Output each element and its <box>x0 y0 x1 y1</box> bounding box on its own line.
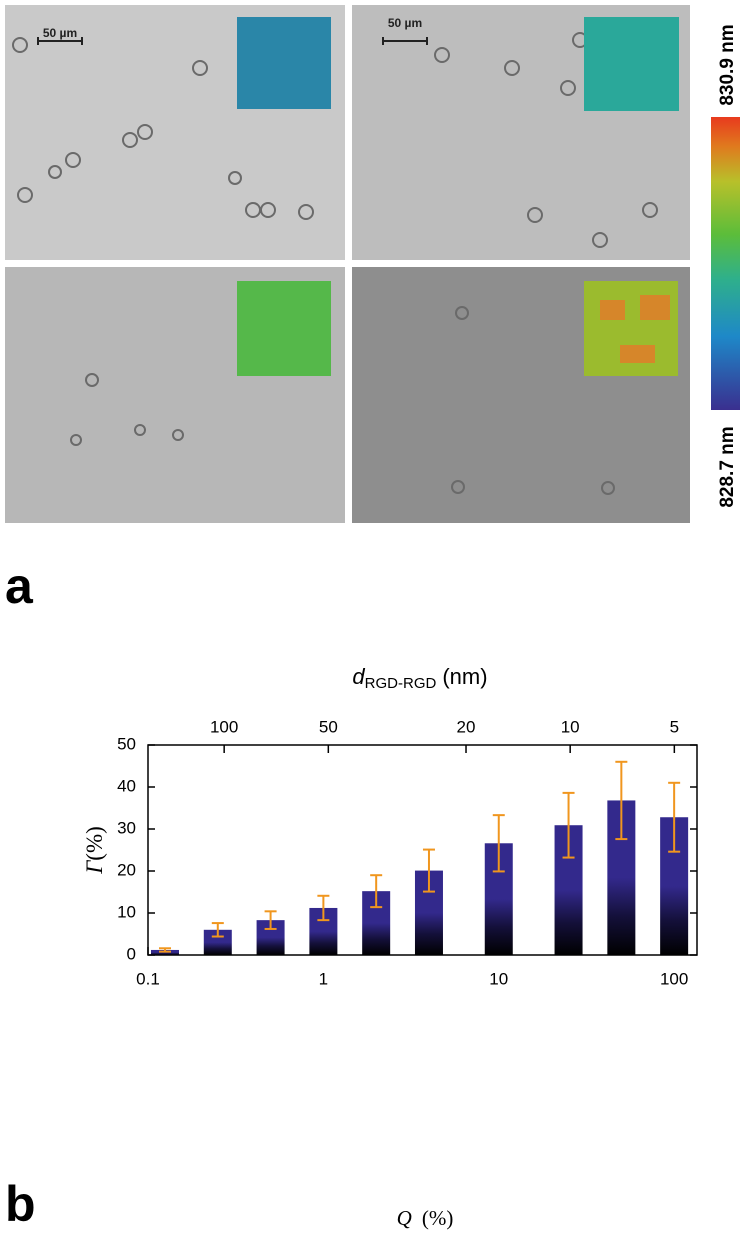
x-label-symbol: Q <box>397 1206 412 1230</box>
x-label-unit: (%) <box>422 1206 453 1230</box>
x2-label-subscript: RGD-RGD <box>365 675 437 692</box>
scale-bar <box>37 37 83 45</box>
inset-map <box>237 281 331 376</box>
x2-tick-label: 100 <box>210 717 238 736</box>
x-tick-label: 10 <box>489 969 508 988</box>
panel-label: b <box>5 1176 36 1232</box>
x2-tick-label: 5 <box>670 717 679 736</box>
panel-label: a <box>5 558 34 614</box>
inset-hotspots <box>600 295 670 363</box>
x2-label-unit: (nm) <box>442 664 487 689</box>
error-bar <box>264 910 277 930</box>
y-tick-label: 10 <box>117 902 136 921</box>
colorbar-min-label: 828.7 nm <box>717 426 738 507</box>
error-bar <box>211 922 224 938</box>
error-bar <box>422 848 435 893</box>
y-label-unit: (%) <box>82 826 107 860</box>
error-bar <box>668 781 681 853</box>
x2-label-symbol: d <box>352 664 365 689</box>
x-tick-label: 100 <box>660 969 688 988</box>
x2-tick-label: 10 <box>561 717 580 736</box>
x-axis-label: Q (%) <box>397 1206 454 1230</box>
error-bar <box>370 874 383 909</box>
x2-tick-label: 20 <box>457 717 476 736</box>
y-tick-label: 50 <box>117 734 136 753</box>
error-bar <box>317 894 330 922</box>
cells <box>12 32 658 495</box>
y-label-symbol: Γ <box>82 860 107 875</box>
y-tick-label: 30 <box>117 818 136 837</box>
inset-map <box>584 17 679 111</box>
scale-bar <box>382 37 428 45</box>
y-tick-label: 20 <box>117 860 136 879</box>
inset-map <box>237 17 331 109</box>
x2-tick-label: 50 <box>319 717 338 736</box>
x-tick-label: 1 <box>319 969 328 988</box>
scale-bar-label: 50 µm <box>388 16 422 30</box>
y-tick-label: 0 <box>127 944 136 963</box>
error-bar <box>615 760 628 841</box>
x2-axis-label: dRGD-RGD (nm) <box>352 664 487 692</box>
error-bar <box>158 947 171 953</box>
scale-bar-label: 50 µm <box>43 26 77 40</box>
error-bar <box>492 814 505 873</box>
colorbar <box>711 117 740 410</box>
y-axis-label: Γ(%) <box>82 826 107 875</box>
error-bar <box>562 791 575 859</box>
y-tick-label: 40 <box>117 776 136 795</box>
colorbar-max-label: 830.9 nm <box>717 24 738 105</box>
x-tick-label: 0.1 <box>136 969 160 988</box>
